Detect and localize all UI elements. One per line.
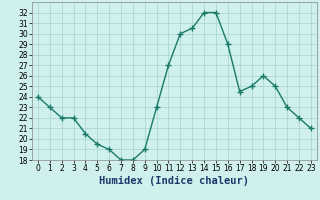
X-axis label: Humidex (Indice chaleur): Humidex (Indice chaleur): [100, 176, 249, 186]
